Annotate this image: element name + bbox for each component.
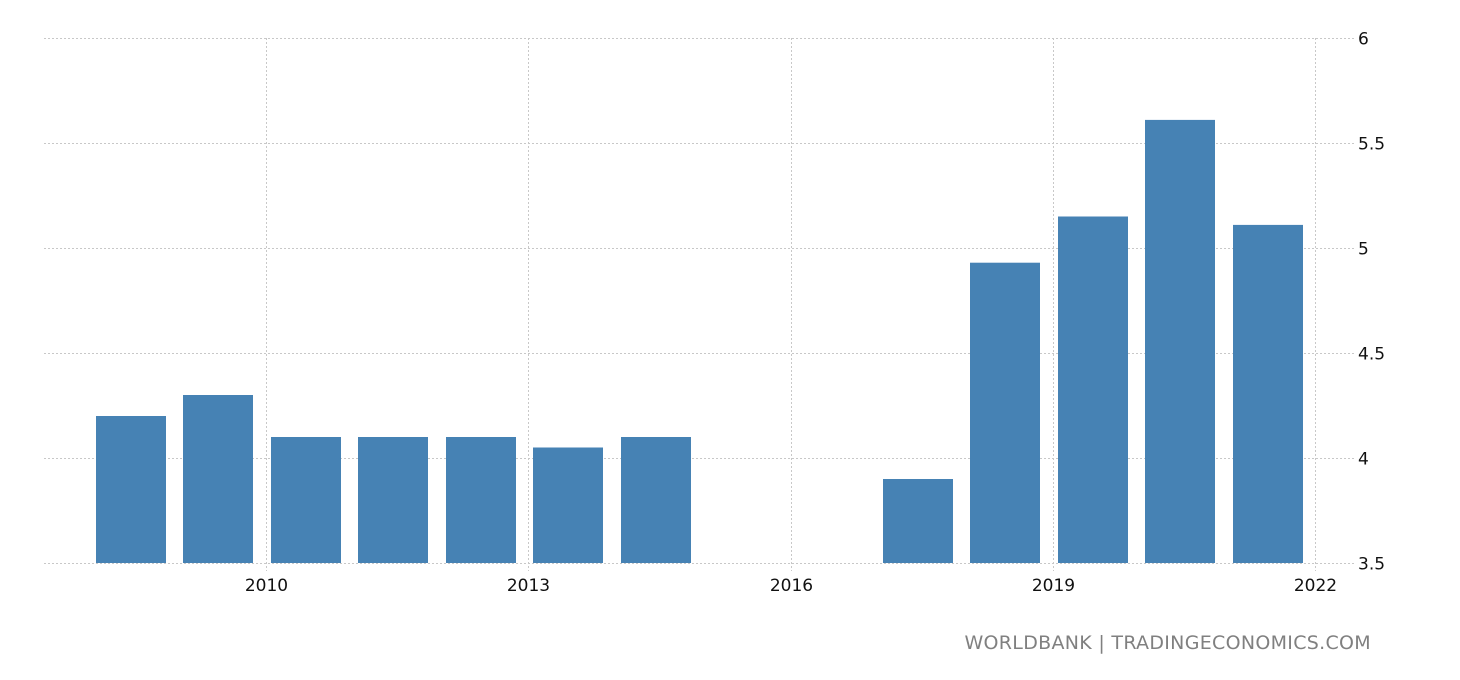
bar-2014 [621,437,691,563]
x-tick-label: 2013 [507,576,550,596]
bar-2010 [271,437,341,563]
bar-2017 [883,479,953,563]
x-tick-label: 2019 [1032,576,1075,596]
y-tick-label: 5.5 [1358,135,1385,155]
y-tick-label: 4 [1358,450,1369,470]
x-axis-ticks: 2010 2013 2016 2019 2022 [245,576,1337,596]
bar-2019 [1058,216,1128,563]
y-tick-label: 3.5 [1358,555,1385,575]
y-tick-label: 5 [1358,240,1369,260]
x-tick-label: 2010 [245,576,288,596]
vertical-gridlines [266,38,1316,571]
bar-chart: 3.5 4 4.5 5 5.5 6 2010 2013 2016 2019 2022 [44,30,1385,596]
bar-2009 [183,395,253,563]
x-tick-label: 2022 [1294,576,1337,596]
x-tick-label: 2016 [770,576,813,596]
bar-2008 [96,416,166,563]
y-tick-label: 4.5 [1358,345,1385,365]
bars [96,119,1303,564]
y-axis-ticks: 3.5 4 4.5 5 5.5 6 [1358,30,1385,575]
bar-2020 [1145,119,1215,564]
y-tick-label: 6 [1358,30,1369,50]
horizontal-gridlines [44,38,1355,564]
bar-2013 [533,447,603,563]
bar-2021 [1233,224,1303,563]
source-credit: WORLDBANK | TRADINGECONOMICS.COM [964,632,1371,654]
bar-2011 [358,437,428,563]
bar-2018 [970,262,1040,563]
bar-2012 [446,437,516,563]
